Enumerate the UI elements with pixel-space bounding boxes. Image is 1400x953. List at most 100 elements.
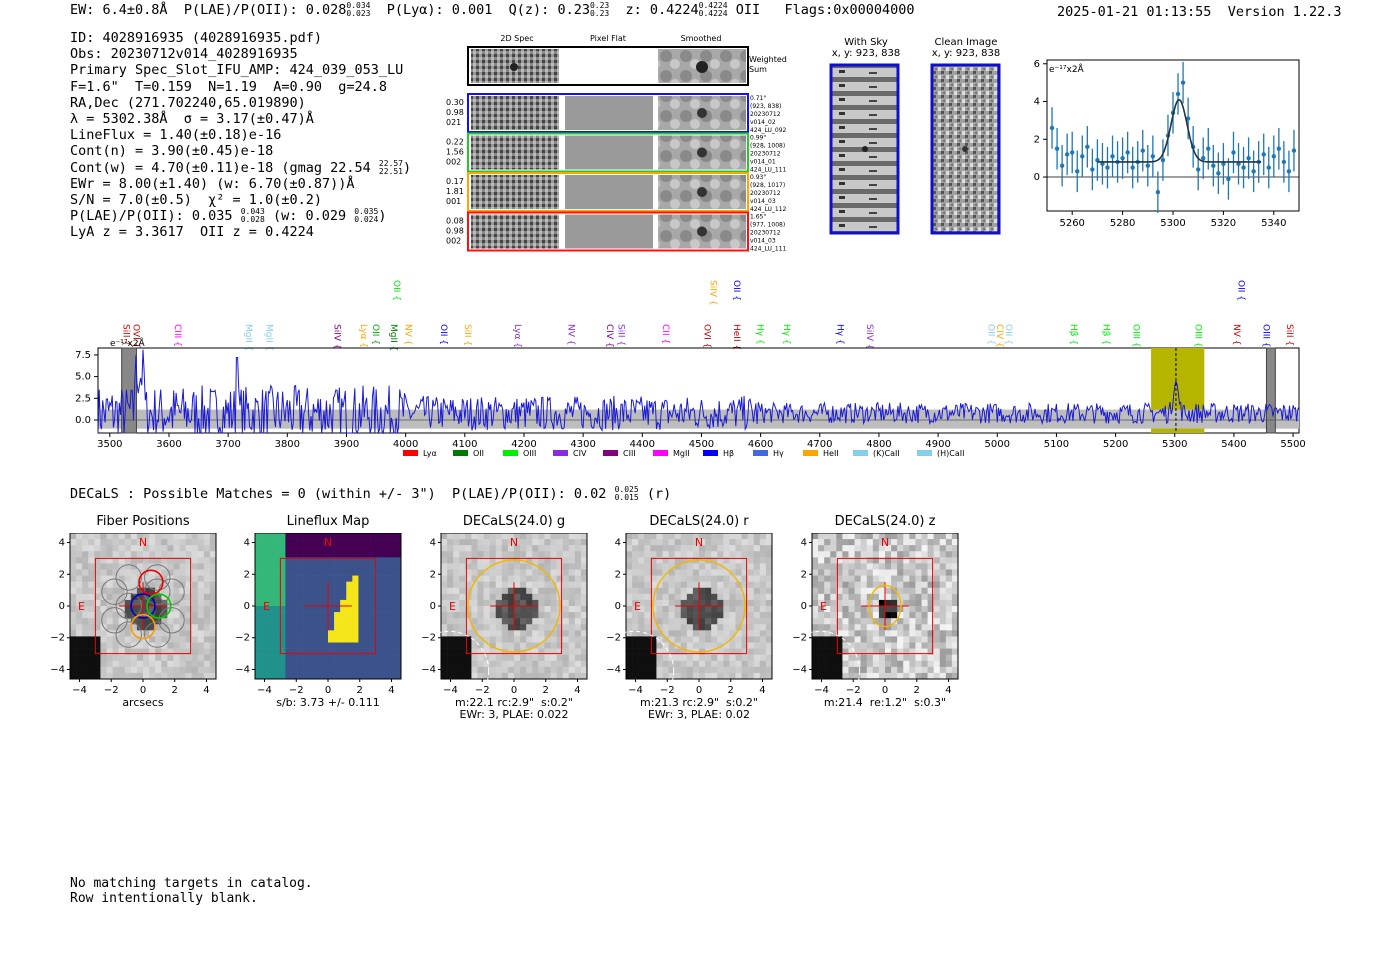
svg-text:Lyα: Lyα: [423, 449, 437, 458]
svg-text:Hγ: Hγ: [773, 449, 784, 458]
decals-x-tick-label: 4: [574, 685, 580, 696]
fiber-circle: [158, 607, 185, 634]
fit-data-point: [1226, 176, 1231, 182]
cutout-row-right-label: 424_LU_111: [750, 246, 787, 253]
legend-item: Hβ: [703, 449, 734, 458]
info-ewr: EWr = 8.00(±1.40) (w: 6.70(±0.87))Å: [70, 175, 355, 192]
decals-panel-image: N E −4 −4 −2 −2 0 0 2 2 4 4: [606, 533, 773, 703]
decals-x-tick-label: −4: [814, 685, 829, 696]
cutout-row-right-label: (928, 1008): [750, 143, 785, 150]
fiber-circle: [101, 578, 128, 605]
svg-text:OIII {: OIII {: [1130, 324, 1140, 348]
detection-info: ID: 4028916935 (4028916935.pdf) Obs: 202…: [70, 30, 411, 240]
spectrum-x-tick-label: 4000: [393, 439, 418, 450]
svg-text:CII {: CII {: [660, 324, 670, 344]
svg-text:OIII {: OIII {: [1192, 324, 1202, 348]
spectral-line-label: CII {: [660, 324, 670, 344]
decals-y-tick-label: −2: [421, 633, 436, 644]
spectrum-line: [97, 349, 1300, 435]
svg-text:HeII {: HeII {: [731, 324, 741, 350]
spectral-line-label: NV {: [1231, 324, 1241, 345]
fit-data-point: [1281, 159, 1287, 165]
decals-x-tick-label: 4: [388, 685, 394, 696]
decals-x-tick-label: −4: [72, 685, 87, 696]
fit-data-point: [1110, 154, 1115, 159]
spectral-line-label: OII {: [731, 280, 741, 301]
fit-data-point: [1221, 161, 1226, 167]
spectrum-x-tick-label: 5000: [985, 439, 1010, 450]
spectral-line-label: Hγ {: [755, 324, 765, 345]
compass-east: E: [449, 600, 456, 613]
decals-x-tick-label: 2: [357, 685, 363, 696]
header-flags: Flags:0x00004000: [784, 2, 915, 18]
decals-y-tick-label: 0: [244, 601, 250, 612]
sum-label: Sum: [749, 65, 767, 74]
decals-panel-caption: arcsecs: [122, 696, 164, 709]
spectrum-x-tick-label: 5300: [1162, 439, 1187, 450]
header-z-line: OII: [735, 2, 761, 18]
spectrum-x-tick-label: 3600: [156, 439, 181, 450]
decals-x-tick-label: 0: [325, 685, 331, 696]
decals-y-tick-label: 0: [615, 601, 621, 612]
info-plae: P(LAE)/P(OII): 0.035 0.043 0.028 (w: 0.02…: [70, 207, 387, 225]
decals-y-tick-label: −4: [235, 664, 250, 675]
svg-text:OII {: OII {: [1003, 324, 1013, 345]
fit-data-point: [1216, 171, 1221, 176]
svg-text:OIII {: OIII {: [1260, 324, 1270, 348]
svg-text:CIV {: CIV {: [604, 324, 614, 348]
header-z: z: 0.4224: [625, 2, 699, 18]
svg-text:Hγ {: Hγ {: [755, 324, 765, 345]
decals-panel-title: DECaLS(24.0) z: [834, 514, 936, 529]
cutout-row-left-label: 002: [446, 158, 461, 167]
cutout-row-left-label: 001: [446, 197, 461, 206]
cutout-row-right-label: 0.93": [750, 174, 766, 181]
decals-x-tick-label: −2: [289, 685, 304, 696]
fit-data-point: [1049, 125, 1055, 131]
svg-text:OII {: OII {: [370, 324, 380, 345]
fit-data-point: [1100, 161, 1105, 167]
spectral-line-label: Hγ {: [834, 324, 844, 345]
spectrum-x-tick-label: 3900: [334, 439, 359, 450]
spectral-line-label: OII {: [370, 324, 380, 345]
info-contn: Cont(n) = 3.90(±0.45)e-18: [70, 143, 274, 160]
aperture-box: [465, 557, 563, 655]
header-summary: EW: 6.4±0.8Å P(LAE)/P(OII): 0.028 0.034 0.…: [70, 2, 915, 19]
decals-y-tick-label: 2: [244, 569, 250, 580]
fit-y-tick-label: 4: [1034, 97, 1040, 108]
decals-x-tick-label: −2: [104, 685, 119, 696]
compass-north: N: [324, 536, 332, 549]
decals-x-tick-label: 2: [543, 685, 549, 696]
decals-y-tick-label: −4: [421, 664, 436, 675]
decals-panel-title: DECaLS(24.0) g: [462, 514, 566, 529]
svg-text:NV {: NV {: [403, 324, 413, 345]
neighbor-ellipse: [606, 630, 675, 703]
spectrum-y-tick-label: 2.5: [75, 393, 91, 404]
fit-gaussian-curve: [1097, 98, 1262, 163]
neighbor-ellipse: [421, 630, 490, 703]
spectrum-unit: e⁻¹⁷x2Å: [110, 337, 146, 349]
spectral-line-label: SiIV {: [707, 280, 717, 306]
svg-text:OVI {: OVI {: [130, 324, 140, 348]
aperture-box: [650, 557, 748, 655]
fiber-circle: [115, 592, 142, 620]
svg-text:SiIV {: SiIV {: [864, 324, 874, 350]
svg-text:CIII {: CIII {: [172, 324, 182, 347]
clean-image-title: Clean Image x, y: 923, 838: [931, 37, 1001, 59]
spectrum-x-tick-label: 4200: [511, 439, 536, 450]
decals-panel-caption: m:21.3 rc:2.9" s:0.2" EWr: 3, PLAE: 0.02: [640, 696, 758, 721]
header-version: Version 1.22.3: [1227, 4, 1342, 20]
cutout-row-right-label: 20230712: [750, 151, 781, 158]
info-sn: S/N = 7.0(±0.5) χ² = 1.0(±0.2): [70, 191, 322, 208]
masked-region: [1265, 347, 1276, 434]
catalog-note: No matching targets in catalog. Row inten…: [70, 876, 313, 906]
spectral-line-label: SiII {: [616, 324, 626, 346]
spectral-line-label: HeII {: [731, 324, 741, 350]
decals-panel-image: N E −4 −4 −2 −2 0 0 2 2 4 4: [792, 533, 959, 703]
with-sky-title: With Sky x, y: 923, 838: [831, 37, 901, 59]
decals-y-tick-label: −4: [792, 664, 807, 675]
fit-data-point: [1130, 165, 1135, 170]
svg-text:Hβ {: Hβ {: [1101, 324, 1111, 345]
header-plya: P(Lyα): 0.001: [386, 2, 493, 18]
